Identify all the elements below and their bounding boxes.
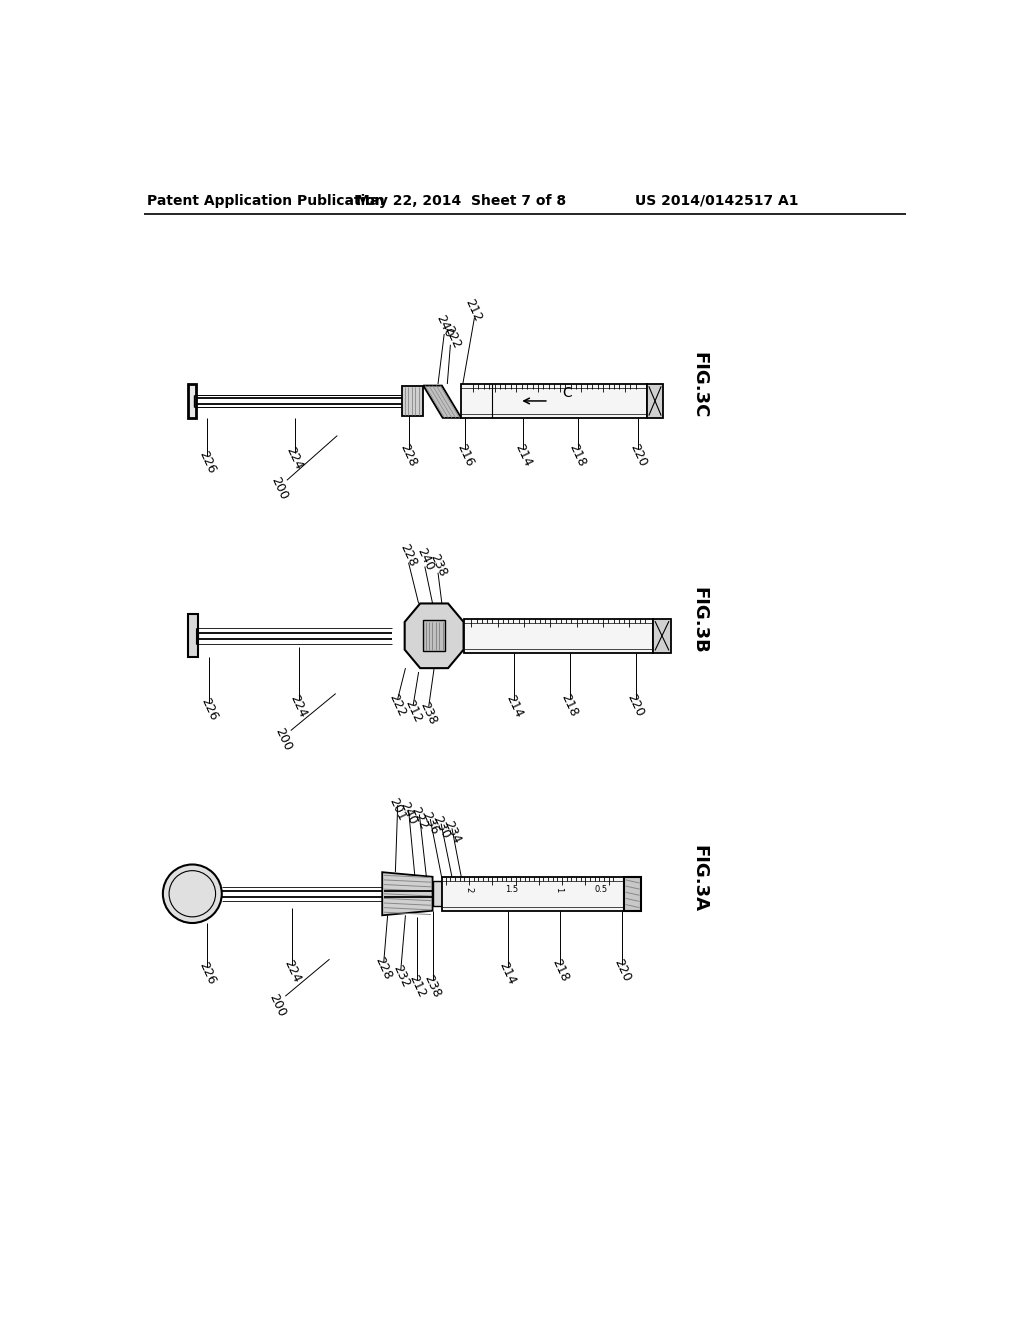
- Text: FIG.3B: FIG.3B: [690, 587, 708, 653]
- Text: 1: 1: [554, 887, 562, 892]
- Text: 200: 200: [266, 991, 289, 1019]
- Text: 240: 240: [433, 313, 455, 339]
- Text: US 2014/0142517 A1: US 2014/0142517 A1: [635, 194, 799, 207]
- Text: FIG.3A: FIG.3A: [690, 845, 708, 912]
- Bar: [461, 384, 647, 418]
- Text: 236: 236: [420, 809, 441, 837]
- Text: 238: 238: [418, 700, 439, 726]
- Bar: [647, 384, 663, 418]
- Text: 224: 224: [284, 445, 305, 473]
- Text: 1.5: 1.5: [505, 886, 518, 895]
- Text: 226: 226: [197, 449, 218, 477]
- Text: C: C: [562, 387, 571, 400]
- Text: 214: 214: [512, 441, 535, 469]
- Bar: [423, 620, 445, 651]
- Text: 228: 228: [397, 541, 420, 569]
- Bar: [624, 876, 641, 911]
- Text: 218: 218: [550, 957, 571, 985]
- Text: 238: 238: [427, 552, 449, 578]
- Text: 218: 218: [559, 692, 581, 718]
- Polygon shape: [423, 385, 461, 418]
- Text: 214: 214: [497, 960, 518, 986]
- Text: 222: 222: [441, 323, 463, 351]
- Text: 216: 216: [455, 441, 476, 469]
- Text: 200: 200: [268, 474, 290, 502]
- Text: 228: 228: [373, 954, 394, 982]
- Text: 212: 212: [462, 297, 483, 323]
- Text: 240: 240: [397, 800, 420, 828]
- Text: 212: 212: [407, 973, 428, 999]
- Text: 201: 201: [387, 796, 409, 822]
- Polygon shape: [404, 603, 464, 668]
- Text: 226: 226: [197, 960, 218, 986]
- Text: 230: 230: [430, 814, 452, 841]
- Bar: [464, 619, 653, 653]
- Text: 220: 220: [627, 441, 649, 469]
- Text: 218: 218: [566, 441, 589, 469]
- Circle shape: [163, 865, 222, 923]
- Text: 232: 232: [390, 962, 412, 990]
- Polygon shape: [382, 873, 432, 915]
- Text: 226: 226: [199, 696, 220, 722]
- Bar: [442, 876, 624, 911]
- Text: FIG.3C: FIG.3C: [690, 352, 708, 418]
- Text: Patent Application Publication: Patent Application Publication: [147, 194, 385, 207]
- Text: 228: 228: [397, 441, 420, 469]
- Text: 214: 214: [503, 693, 525, 721]
- Text: 234: 234: [441, 818, 463, 846]
- Text: 224: 224: [288, 693, 309, 721]
- Text: 224: 224: [282, 957, 303, 985]
- Bar: [653, 619, 671, 653]
- Text: 2: 2: [465, 887, 473, 892]
- Bar: [188, 384, 197, 418]
- Text: 222: 222: [409, 805, 430, 832]
- Text: 212: 212: [402, 698, 424, 725]
- Text: 0.5: 0.5: [594, 886, 607, 895]
- Text: 200: 200: [272, 726, 294, 754]
- Polygon shape: [188, 614, 198, 657]
- Text: 220: 220: [625, 692, 646, 718]
- Text: 238: 238: [422, 973, 443, 999]
- Text: 220: 220: [611, 957, 634, 985]
- Text: 240: 240: [414, 545, 436, 573]
- Bar: [401, 385, 423, 416]
- Text: May 22, 2014  Sheet 7 of 8: May 22, 2014 Sheet 7 of 8: [356, 194, 566, 207]
- Bar: [432, 882, 442, 906]
- Text: 222: 222: [387, 692, 409, 718]
